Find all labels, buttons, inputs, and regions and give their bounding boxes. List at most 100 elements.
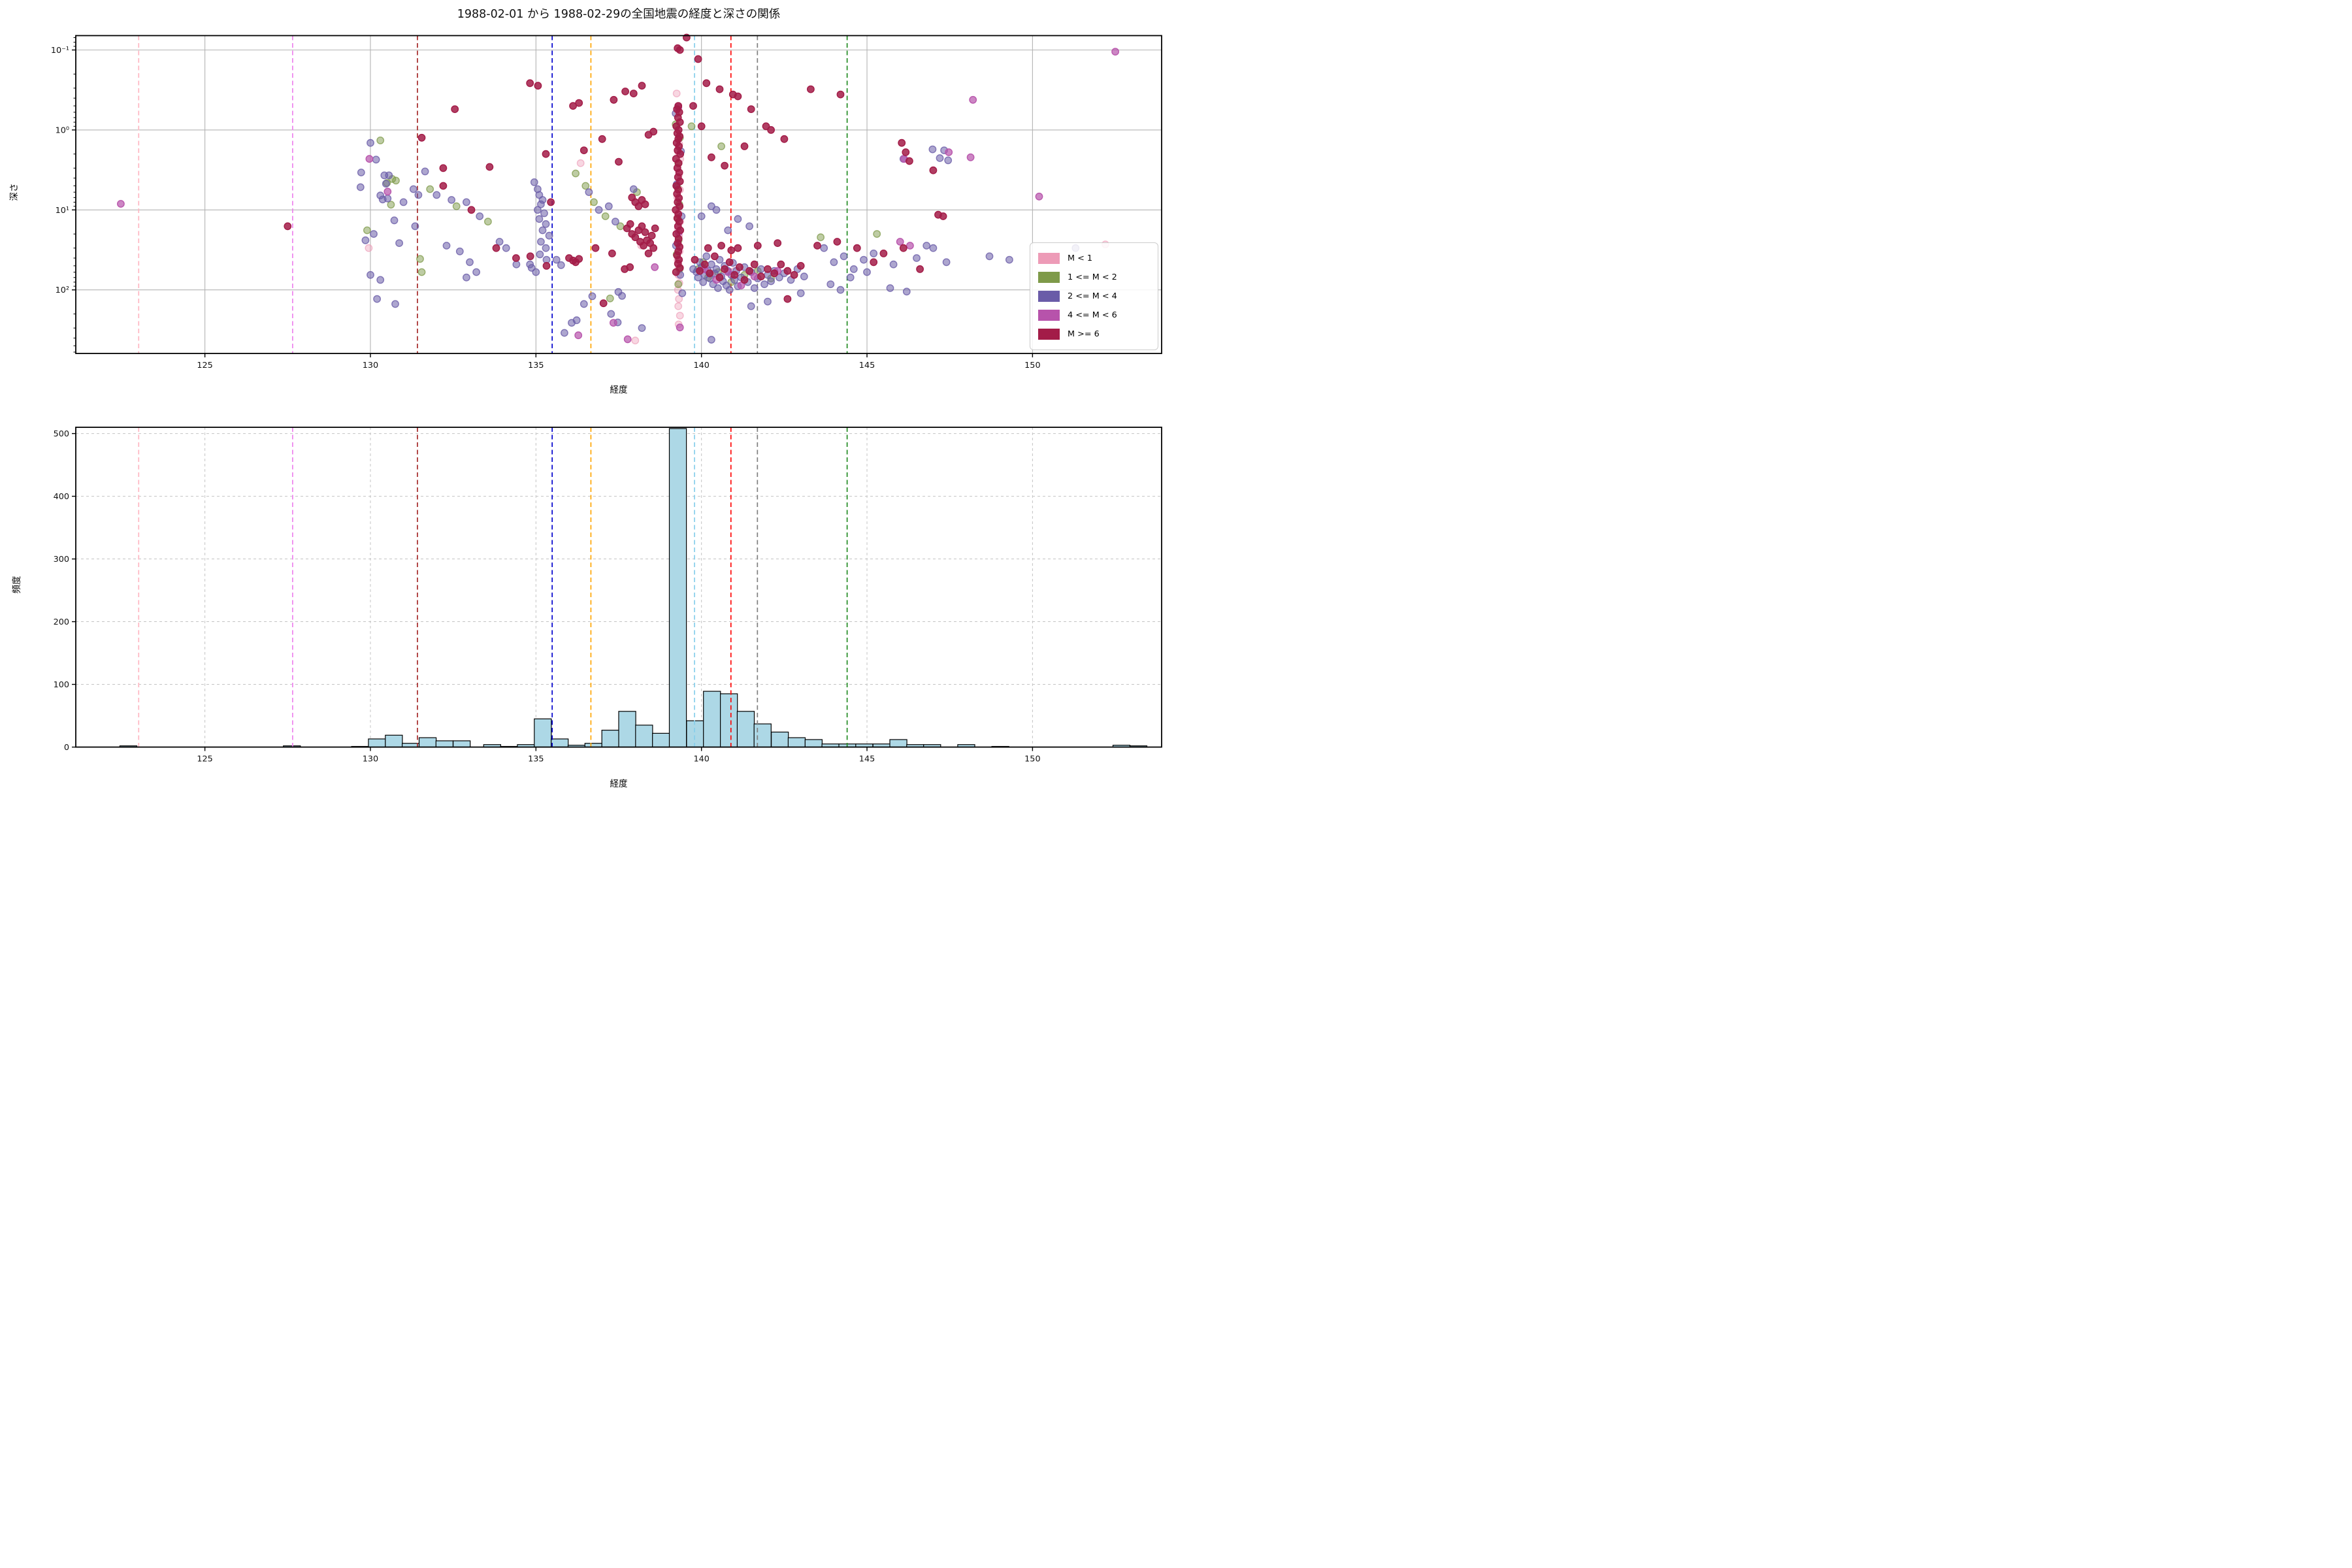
scatter-point xyxy=(376,276,385,284)
scatter-point xyxy=(649,244,658,252)
legend-label: M < 1 xyxy=(1068,253,1093,263)
series-m-6 xyxy=(284,33,947,308)
scatter-point xyxy=(676,312,684,319)
scatter-point xyxy=(734,92,742,101)
scatter-point xyxy=(745,267,754,275)
scatter-point xyxy=(448,196,455,204)
scatter-point xyxy=(572,169,580,178)
legend-label: 2 <= M < 4 xyxy=(1068,291,1117,301)
scatter-plot-background xyxy=(76,35,1162,353)
scatter-points xyxy=(116,33,1120,345)
scatter-point xyxy=(774,239,782,247)
histogram-bar xyxy=(452,740,471,748)
legend-color-swatch xyxy=(1038,272,1060,283)
histogram-bar xyxy=(703,691,721,748)
y-tick-label: 10⁻¹ xyxy=(51,46,69,56)
scatter-point xyxy=(540,209,548,218)
scatter-point xyxy=(750,272,759,281)
scatter-point xyxy=(382,180,390,188)
scatter-point xyxy=(467,206,476,214)
histogram-bar xyxy=(635,725,653,748)
scatter-point xyxy=(526,252,534,261)
scatter-point xyxy=(929,166,938,174)
scatter-point xyxy=(923,242,931,250)
scatter-point xyxy=(606,294,614,302)
scatter-point xyxy=(916,265,924,273)
scatter-point xyxy=(534,82,542,90)
scatter-point xyxy=(700,260,709,269)
scatter-point xyxy=(417,133,426,142)
histogram-bar xyxy=(534,718,552,748)
scatter-point xyxy=(764,265,772,273)
scatter-point xyxy=(853,244,861,252)
histogram-bar xyxy=(804,739,823,748)
y-tick-label: 300 xyxy=(54,555,69,564)
scatter-point xyxy=(753,242,762,250)
scatter-point xyxy=(836,90,845,99)
scatter-point xyxy=(631,336,640,345)
histogram-bar xyxy=(618,711,636,748)
histogram-frame xyxy=(75,427,1162,748)
scatter-point xyxy=(783,267,792,275)
scatter-y-axis-label: 深さ xyxy=(9,183,20,201)
scatter-point xyxy=(588,292,596,301)
y-tick-label: 500 xyxy=(54,429,69,439)
scatter-point xyxy=(711,252,719,261)
scatter-point xyxy=(452,202,461,210)
scatter-point xyxy=(767,277,776,286)
scatter-point xyxy=(712,265,721,273)
scatter-point xyxy=(966,153,975,161)
scatter-point xyxy=(576,159,585,167)
scatter-point xyxy=(387,201,395,209)
scatter-point xyxy=(439,182,448,190)
scatter-point xyxy=(455,247,464,255)
scatter-point xyxy=(376,136,385,144)
scatter-point xyxy=(542,150,550,158)
scatter-point xyxy=(702,79,711,88)
scatter-point xyxy=(384,188,392,196)
histogram-bar xyxy=(770,731,789,748)
x-tick-label: 125 xyxy=(197,361,212,370)
x-tick-label: 150 xyxy=(1024,361,1040,370)
scatter-spines xyxy=(75,35,1162,354)
scatter-point xyxy=(561,329,568,337)
scatter-point xyxy=(1111,48,1120,56)
scatter-point xyxy=(928,145,937,154)
scatter-point xyxy=(610,95,618,104)
scatter-point xyxy=(595,206,603,214)
scatter-point xyxy=(484,218,492,226)
scatter-point xyxy=(764,297,772,306)
scatter-point xyxy=(395,239,403,247)
y-tick-label: 200 xyxy=(54,617,69,627)
scatter-point xyxy=(691,255,699,264)
scatter-point xyxy=(651,224,659,233)
legend-entry: 4 <= M < 6 xyxy=(1038,306,1150,325)
histogram-bar xyxy=(719,693,738,748)
histogram-bar xyxy=(787,737,806,748)
scatter-point xyxy=(740,276,749,284)
scatter-point xyxy=(384,194,392,203)
scatter-point xyxy=(672,90,681,98)
scatter-point xyxy=(906,157,913,165)
scatter-point xyxy=(717,142,726,150)
scatter-point xyxy=(598,135,606,143)
x-tick-label: 140 xyxy=(693,755,709,764)
scatter-point xyxy=(463,198,470,206)
hist-x-axis-label: 経度 xyxy=(610,779,628,789)
scatter-point xyxy=(634,202,643,210)
scatter-point xyxy=(807,85,815,93)
scatter-point xyxy=(365,244,373,252)
legend-label: 1 <= M < 2 xyxy=(1068,272,1117,282)
scatter-plot: 125 130 135 140 145 150 10⁻¹ 10⁰ 10¹ 10² xyxy=(51,33,1162,370)
scatter-point xyxy=(547,198,555,206)
scatter-point xyxy=(390,216,399,225)
histogram-bar xyxy=(601,729,619,748)
chart-canvas: 125 130 135 140 145 150 10⁻¹ 10⁰ 10¹ 10² 125 130 135… xyxy=(51,33,1162,764)
scatter-point xyxy=(715,273,724,282)
scatter-point xyxy=(1035,192,1043,201)
scatter-point xyxy=(537,238,545,246)
scatter-point xyxy=(615,157,623,166)
scatter-point xyxy=(649,127,658,136)
scatter-point xyxy=(725,258,734,267)
legend-color-swatch xyxy=(1038,329,1060,340)
